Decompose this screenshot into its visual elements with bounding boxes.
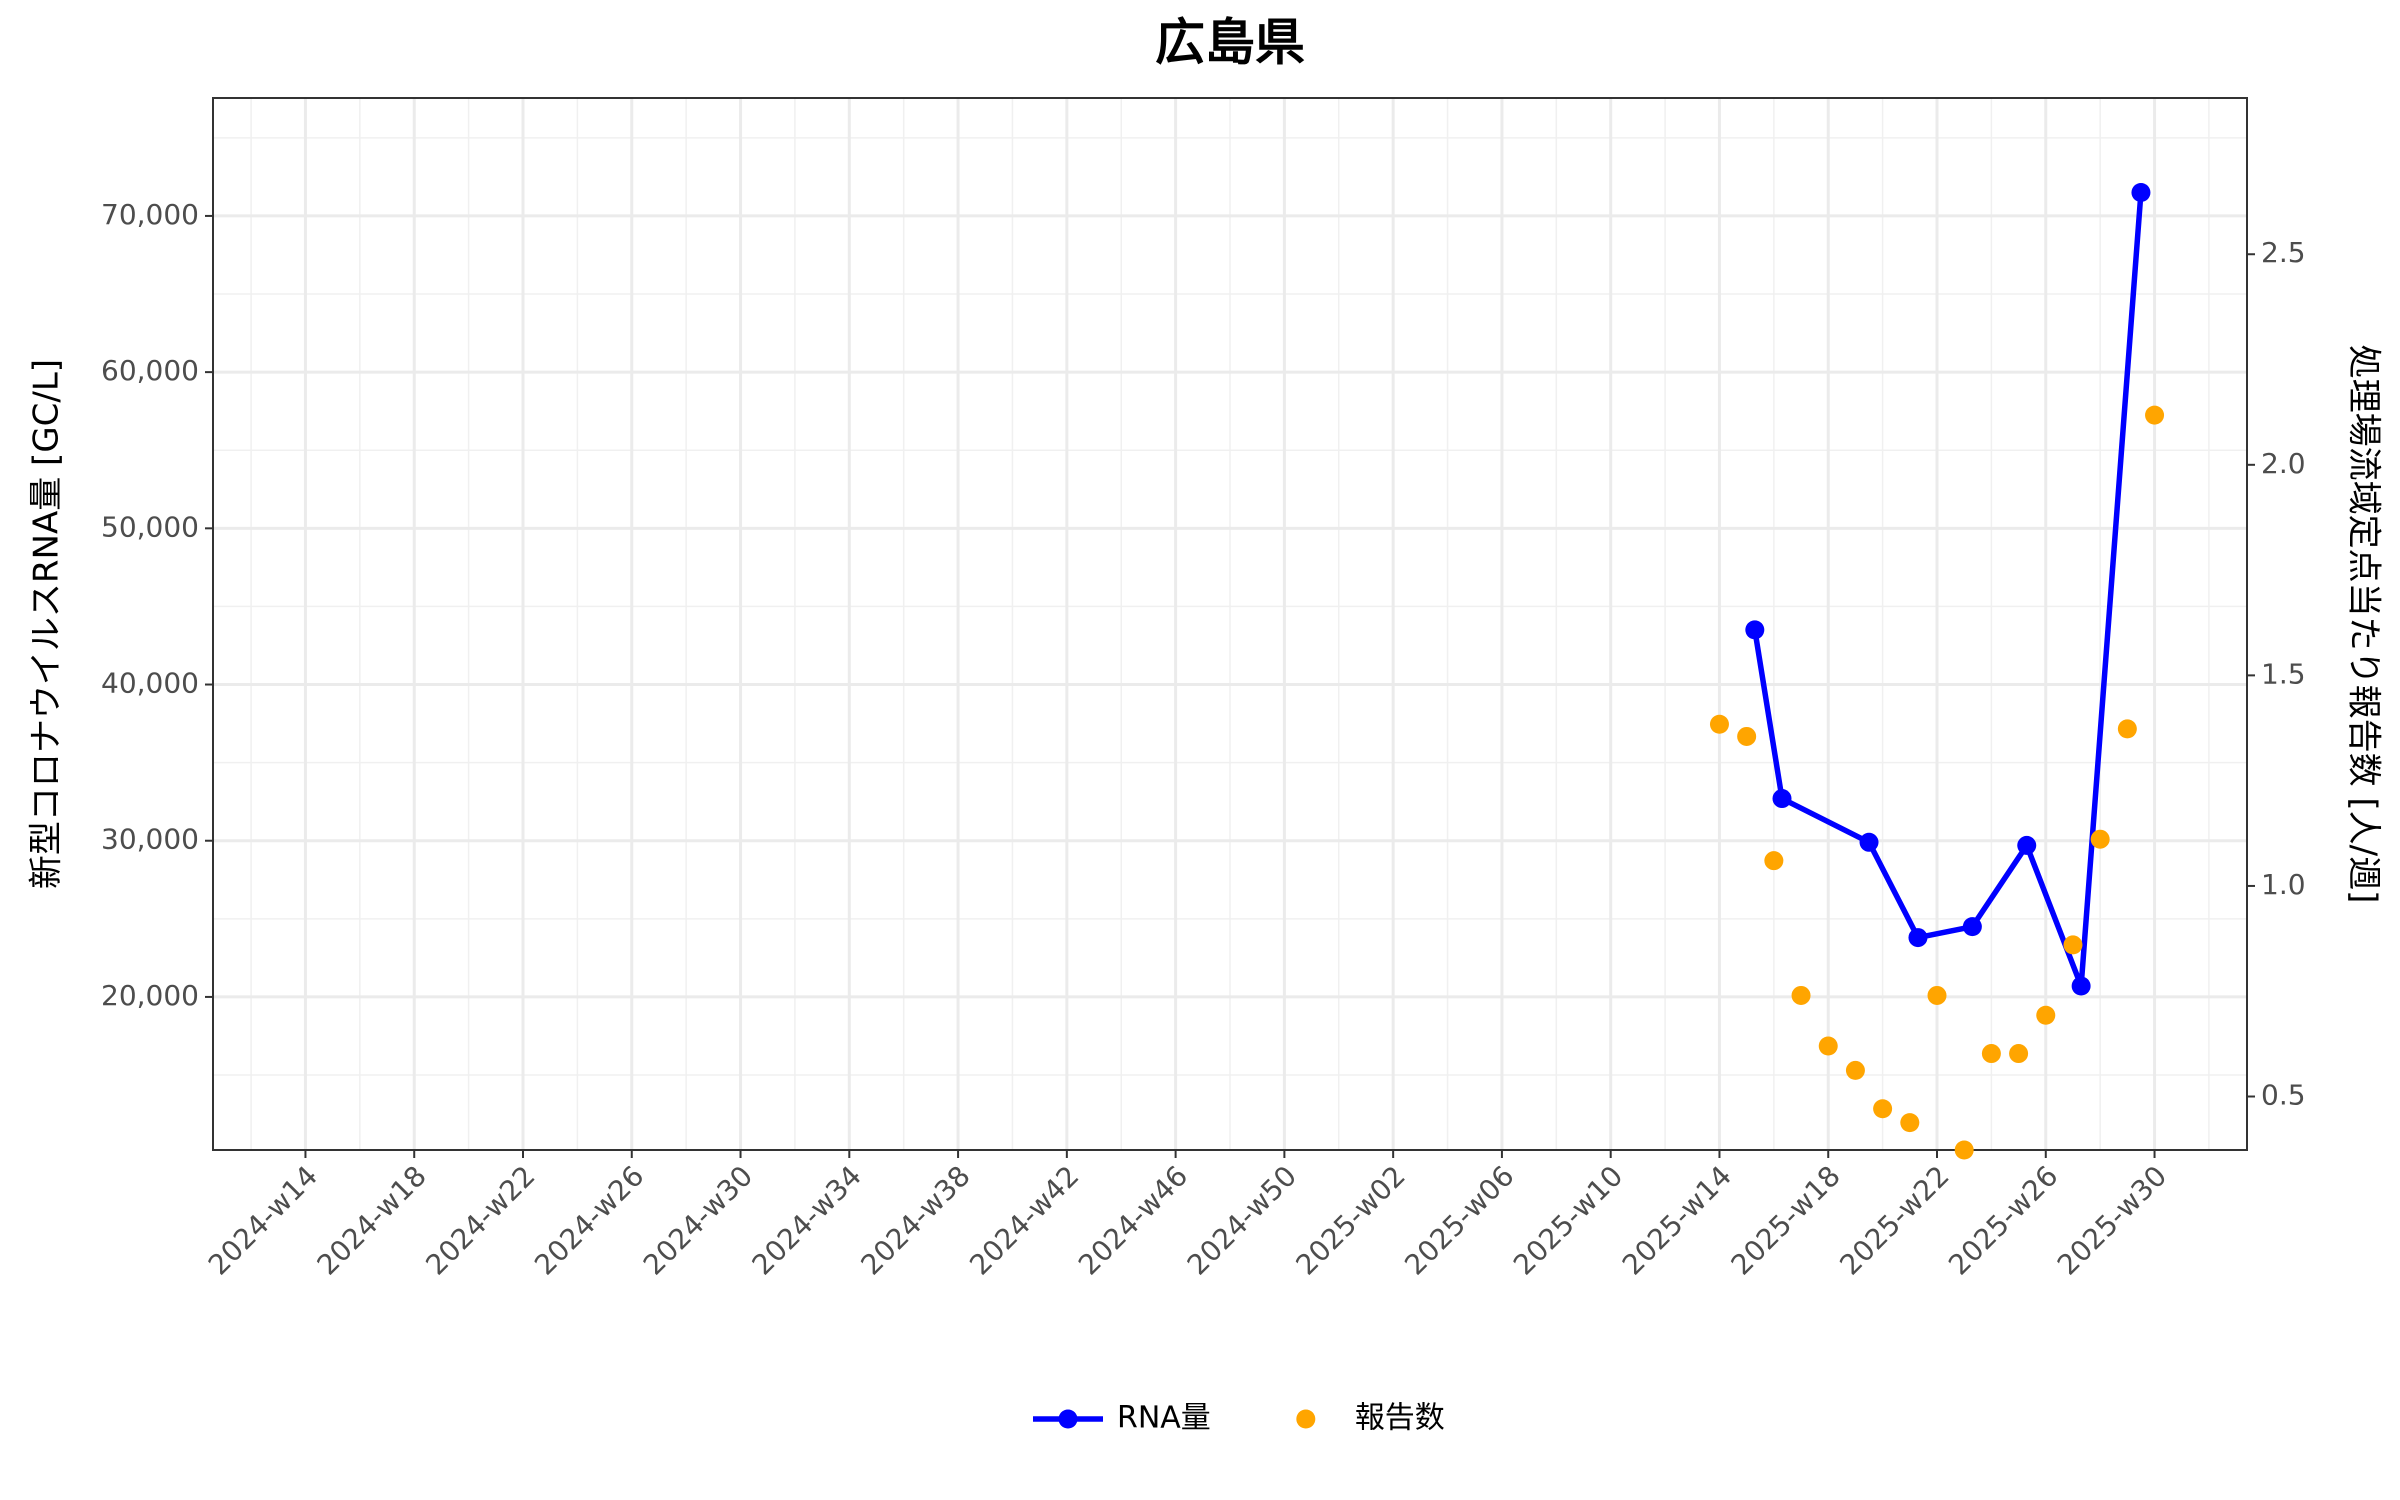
- data-point: [1737, 726, 1757, 746]
- data-point: [1745, 620, 1765, 640]
- data-point: [1900, 1113, 1920, 1133]
- y2-tick-label: 1.0: [2261, 868, 2306, 901]
- y-tick-label: 30,000: [101, 823, 199, 856]
- y2-tick-label: 2.5: [2261, 236, 2306, 269]
- data-point: [2063, 935, 2083, 955]
- y2-tick-label: 1.5: [2261, 657, 2306, 690]
- plot-border: [212, 97, 2248, 1151]
- legend-text: RNA量: [1117, 1401, 1211, 1436]
- data-line: [1752, 192, 2144, 989]
- legend-marker: [1058, 1409, 1078, 1429]
- data-point: [2145, 405, 2165, 425]
- data-point: [1772, 789, 1792, 809]
- data-point: [1981, 1044, 2001, 1064]
- legend-marker: [1296, 1409, 1316, 1429]
- data-point: [2090, 829, 2110, 849]
- data-point: [1908, 928, 1928, 948]
- y-tick-label: 40,000: [101, 667, 199, 700]
- y2-axis-title: 処理場流域定点当たり報告数 [人/週]: [2344, 345, 2384, 904]
- y-axis-title: 新型コロナウイルスRNA量 [GC/L]: [27, 359, 67, 889]
- data-point: [2071, 976, 2091, 996]
- data-point: [2131, 183, 2151, 203]
- data-point: [1764, 851, 1784, 871]
- data-point: [1927, 985, 1947, 1005]
- data-point: [2017, 835, 2037, 855]
- data-point: [1709, 714, 1729, 734]
- y-tick-label: 60,000: [101, 354, 199, 387]
- y-tick-label: 20,000: [101, 979, 199, 1012]
- data-point: [2009, 1044, 2029, 1064]
- chart-title: 広島県: [1155, 14, 1305, 72]
- y2-tick-label: 0.5: [2261, 1079, 2306, 1112]
- data-point: [1845, 1060, 1865, 1080]
- y2-tick-label: 2.0: [2261, 447, 2306, 480]
- legend-text: 報告数: [1355, 1401, 1445, 1436]
- data-point: [1818, 1036, 1838, 1056]
- data-point: [1859, 832, 1879, 852]
- data-point: [1954, 1140, 1974, 1160]
- data-point: [1873, 1099, 1893, 1119]
- data-point: [2117, 719, 2137, 739]
- data-point: [1962, 917, 1982, 937]
- y-tick-label: 70,000: [101, 198, 199, 231]
- data-point: [1791, 985, 1811, 1005]
- y-tick-label: 50,000: [101, 510, 199, 543]
- data-point: [2036, 1005, 2056, 1025]
